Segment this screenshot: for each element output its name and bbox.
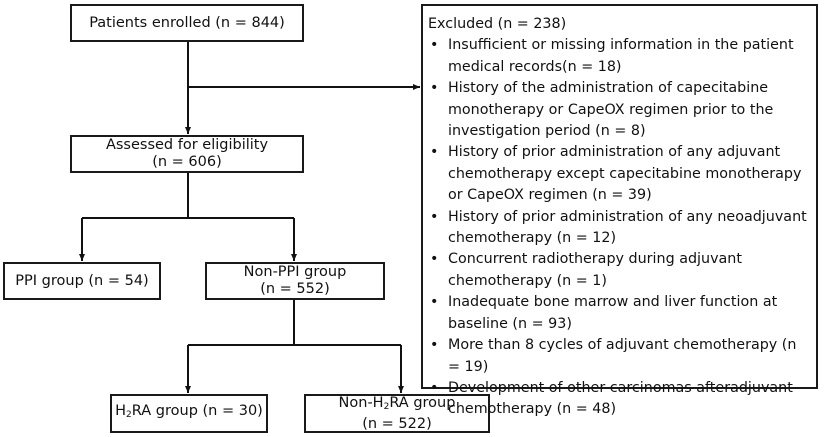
exclusion-item: • Concurrent radiotherapy during adjuvant…: [428, 249, 810, 292]
bullet-icon: •: [430, 294, 439, 311]
assessed-count: (n = 606): [152, 154, 222, 170]
exclusion-item: • Insufficient or missing information in …: [428, 35, 810, 78]
exclusion-text: Development of other carcinomas afteradj…: [448, 379, 793, 418]
bullet-icon: •: [430, 208, 439, 225]
exclusion-text: Concurrent radiotherapy during adjuvant …: [448, 251, 742, 289]
exclusion-item: • Development of other carcinomas afterad…: [428, 378, 810, 421]
bullet-icon: •: [430, 37, 439, 54]
h2ra-subscript: 2: [126, 410, 132, 420]
exclusion-item: • Inadequate bone marrow and liver functi…: [428, 292, 810, 335]
exclusion-text: History of prior administration of any n…: [448, 208, 807, 247]
non-h2ra-label: Non-H2RA group: [339, 395, 456, 416]
bullet-icon: •: [430, 144, 439, 161]
assessed-box: Assessed for eligibility (n = 606): [70, 135, 304, 173]
h2ra-label: H2RA group (n = 30): [115, 403, 263, 424]
exclusion-text: More than 8 cycles of adjuvant chemother…: [448, 337, 797, 375]
non-ppi-count: (n = 552): [260, 281, 330, 297]
exclusion-item: • More than 8 cycles of adjuvant chemothe…: [428, 335, 810, 378]
exclusion-text: History of prior administration of any a…: [448, 144, 802, 204]
h2ra-suffix: RA group (n = 30): [131, 403, 263, 419]
exclusion-text: Insufficient or missing information in t…: [448, 37, 794, 75]
enrolled-box: Patients enrolled (n = 844): [70, 4, 304, 42]
excluded-box: Excluded (n = 238) • Insufficient or miss…: [421, 4, 818, 417]
bullet-icon: •: [430, 379, 439, 396]
non-ppi-label: Non-PPI group: [243, 264, 347, 280]
non-ppi-box: Non-PPI group (n = 552): [205, 262, 385, 300]
ppi-box: PPI group (n = 54): [3, 262, 161, 300]
exclusion-item: • History of prior administration of any …: [428, 207, 810, 250]
exclusion-text: Inadequate bone marrow and liver functio…: [448, 294, 778, 332]
non-h2ra-count: (n = 522): [362, 415, 432, 432]
exclusion-text: History of the administration of capecit…: [448, 80, 774, 140]
non-h2ra-suffix: RA group: [389, 394, 456, 411]
exclusion-item: • History of prior administration of any …: [428, 142, 810, 206]
non-h2ra-prefix: Non-H: [338, 394, 384, 411]
enrolled-label: Patients enrolled (n = 844): [89, 14, 285, 31]
non-h2ra-box: Non-H2RA group (n = 522): [304, 394, 490, 433]
ppi-label: PPI group (n = 54): [15, 272, 149, 289]
exclusion-list: • Insufficient or missing information in …: [428, 35, 810, 420]
assessed-label: Assessed for eligibility: [105, 137, 269, 153]
bullet-icon: •: [430, 337, 439, 354]
bullet-icon: •: [430, 251, 439, 268]
exclusion-item: • History of the administration of capeci…: [428, 78, 810, 142]
excluded-title: Excluded (n = 238): [428, 16, 567, 32]
h2ra-box: H2RA group (n = 30): [110, 394, 268, 433]
non-h2ra-subscript: 2: [383, 401, 390, 412]
bullet-icon: •: [430, 80, 439, 97]
h2ra-prefix: H: [115, 403, 127, 419]
